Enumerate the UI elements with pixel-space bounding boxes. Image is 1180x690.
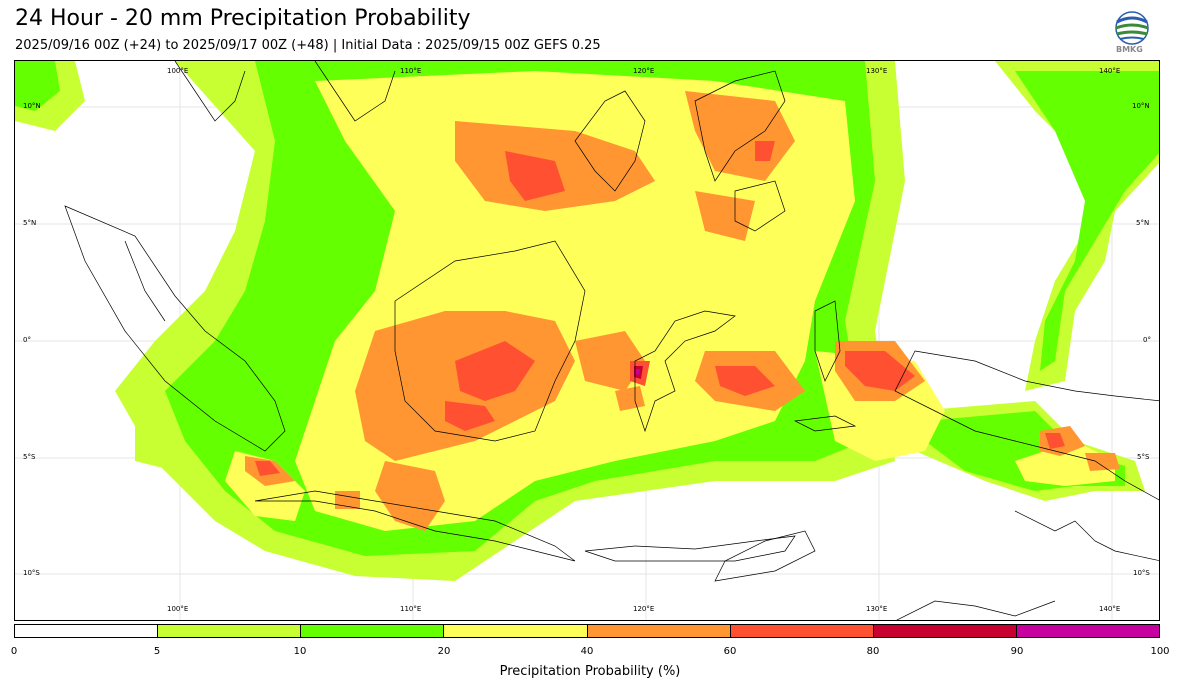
colorbar-segment [301,625,445,637]
colorbar-label: Precipitation Probability (%) [499,664,681,679]
lon-label: 140°E [1099,67,1121,75]
lat-label: 0° [23,336,31,344]
colorbar-segment [15,625,159,637]
lat-label: 5°N [23,219,37,227]
lat-label: 0° [1143,336,1151,344]
colorbar-segment [1016,625,1159,637]
lat-label: 10°N [1132,102,1150,110]
colorbar-segment [158,625,302,637]
colorbar-segment [873,625,1017,637]
lon-label: 100°E [167,605,189,613]
lon-label: 110°E [400,67,422,75]
lon-label: 100°E [167,67,189,75]
colorbar-tick: 60 [723,646,737,657]
lat-label: 5°N [1136,219,1150,227]
colorbar-segment [730,625,874,637]
lat-label: 5°S [23,453,36,461]
colorbar [14,624,1160,638]
lon-label: 130°E [866,605,888,613]
colorbar-tick: 80 [866,646,880,657]
colorbar-tick: 100 [1150,646,1170,657]
colorbar-tick: 0 [10,646,18,657]
lat-label: 10°S [23,569,40,577]
lon-label: 120°E [633,67,655,75]
colorbar-tick: 20 [437,646,451,657]
colorbar-tick: 90 [1010,646,1024,657]
map-title: 24 Hour - 20 mm Precipitation Probabilit… [15,6,471,31]
map-subtitle: 2025/09/16 00Z (+24) to 2025/09/17 00Z (… [15,38,601,53]
colorbar-tick: 40 [580,646,594,657]
colorbar-tick: 5 [153,646,161,657]
lat-label: 5°S [1137,453,1150,461]
colorbar-segment [587,625,731,637]
precipitation-map: 100°E 110°E 120°E 130°E 140°E 100°E 110°… [14,60,1160,621]
lon-label: 130°E [866,67,888,75]
lat-label: 10°N [23,102,41,110]
map-canvas [15,61,1159,620]
colorbar-tick: 10 [293,646,307,657]
lon-label: 110°E [400,605,422,613]
bmkg-logo-icon [1115,11,1149,45]
lon-label: 120°E [633,605,655,613]
lon-label: 140°E [1099,605,1121,613]
lat-label: 10°S [1133,569,1150,577]
colorbar-segment [444,625,588,637]
logo-text: BMKG [1116,45,1143,54]
